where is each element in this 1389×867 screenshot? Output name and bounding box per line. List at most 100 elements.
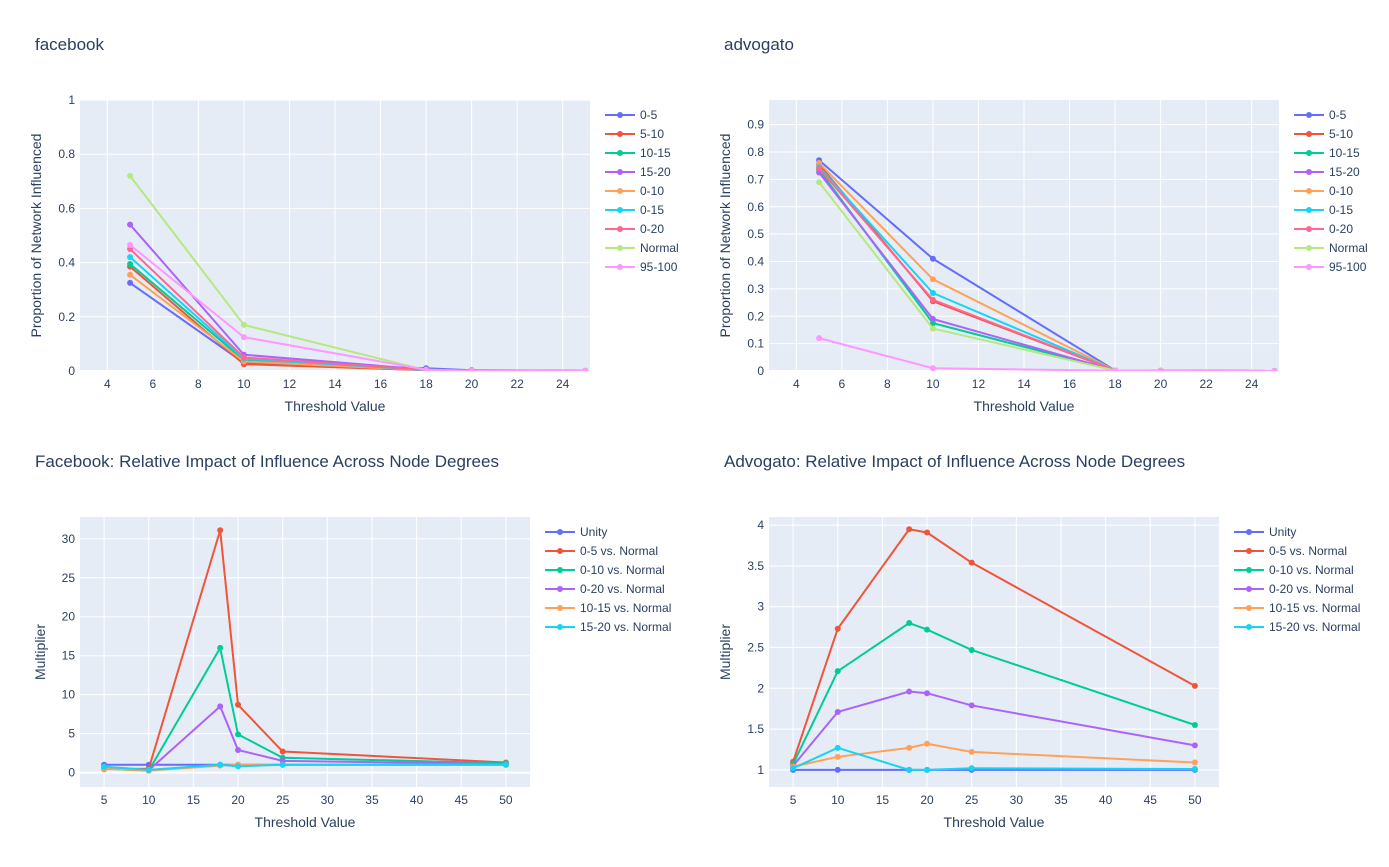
legend-item[interactable]: 0-10 <box>1294 184 1353 198</box>
legend-swatch-marker <box>557 567 563 573</box>
data-point <box>235 701 242 708</box>
data-point <box>929 276 936 283</box>
legend-item[interactable]: 15-20 vs. Normal <box>545 620 671 634</box>
x-tick-label: 22 <box>1199 377 1213 391</box>
x-axis-label: Threshold Value <box>285 398 386 414</box>
legend-item[interactable]: 10-15 vs. Normal <box>1234 601 1360 615</box>
legend-label: 0-5 vs. Normal <box>580 544 658 558</box>
y-tick-label: 15 <box>62 649 76 663</box>
y-tick-label: 5 <box>68 727 75 741</box>
y-tick-label: 0.6 <box>747 200 764 214</box>
data-point <box>968 702 975 709</box>
legend-item[interactable]: 15-20 <box>605 165 671 179</box>
data-point <box>1191 682 1198 689</box>
y-axis-ticks: 1 1.5 2 2.5 3 3.5 4 <box>747 518 764 777</box>
data-point <box>468 367 475 371</box>
y-tick-label: 2.5 <box>747 641 764 655</box>
legend-swatch-marker <box>1306 131 1312 137</box>
data-point <box>929 255 936 262</box>
x-tick-label: 8 <box>195 377 202 391</box>
series-group <box>127 172 589 371</box>
legend-item[interactable]: 0-5 <box>1294 108 1347 122</box>
series-group <box>816 157 1278 371</box>
x-tick-label: 12 <box>972 377 986 391</box>
legend-swatch-marker <box>1306 150 1312 156</box>
y-axis-label: Multiplier <box>32 624 48 680</box>
legend-item[interactable]: Unity <box>1234 525 1296 539</box>
legend-swatch-marker <box>1246 605 1252 611</box>
legend-item[interactable]: 0-20 <box>1294 222 1353 236</box>
plot-area <box>769 517 1219 787</box>
data-point <box>1271 368 1278 371</box>
data-point <box>217 703 224 710</box>
x-tick-label: 16 <box>1063 377 1077 391</box>
data-point <box>816 165 823 172</box>
y-tick-label: 0.3 <box>747 282 764 296</box>
legend-item[interactable]: 0-20 vs. Normal <box>545 582 665 596</box>
x-tick-label: 18 <box>1108 377 1122 391</box>
chart-title: Advogato: Relative Impact of Influence A… <box>724 452 1185 471</box>
y-tick-label: 3 <box>757 600 764 614</box>
legend-swatch-marker <box>1246 529 1252 535</box>
legend-item[interactable]: Unity <box>545 525 607 539</box>
chart-title: advogato <box>724 35 794 54</box>
legend-label: 95-100 <box>640 260 678 274</box>
data-point <box>240 321 247 328</box>
legend-item[interactable]: 0-10 vs. Normal <box>545 563 665 577</box>
legend-item[interactable]: 95-100 <box>1294 260 1367 274</box>
legend-item[interactable]: 95-100 <box>605 260 678 274</box>
legend-item[interactable]: Normal <box>605 241 679 255</box>
y-tick-label: 1 <box>68 93 75 107</box>
x-tick-label: 12 <box>283 377 297 391</box>
data-point <box>1157 368 1164 371</box>
legend-item[interactable]: Normal <box>1294 241 1368 255</box>
legend-label: 0-20 <box>640 222 664 236</box>
x-axis-ticks: 5 10 15 20 25 30 35 40 45 50 <box>101 793 513 807</box>
y-tick-label: 20 <box>62 610 76 624</box>
legend-item[interactable]: 10-15 vs. Normal <box>545 601 671 615</box>
y-axis-label: Proportion of Network Influenced <box>717 134 733 338</box>
legend-item[interactable]: 0-5 <box>605 108 658 122</box>
legend-item[interactable]: 0-20 <box>605 222 664 236</box>
data-point <box>929 365 936 371</box>
data-point <box>217 761 224 768</box>
gridlines <box>80 99 590 372</box>
y-tick-label: 0.6 <box>58 201 75 215</box>
legend-item[interactable]: 5-10 <box>1294 127 1353 141</box>
legend-swatch-marker <box>617 131 623 137</box>
legend-item[interactable]: 0-15 <box>1294 203 1353 217</box>
legend-label: 0-10 vs. Normal <box>580 563 665 577</box>
legend-item[interactable]: 15-20 <box>1294 165 1360 179</box>
x-tick-label: 5 <box>790 793 797 807</box>
data-point <box>924 740 931 747</box>
legend-label: 0-5 <box>640 108 658 122</box>
data-point <box>127 221 134 228</box>
legend-swatch-marker <box>1306 264 1312 270</box>
data-point <box>906 620 913 627</box>
legend-item[interactable]: 0-10 vs. Normal <box>1234 563 1354 577</box>
legend-label: 95-100 <box>1329 260 1367 274</box>
data-point <box>145 766 152 773</box>
legend-item[interactable]: 10-15 <box>1294 146 1360 160</box>
legend-label: Normal <box>1329 241 1368 255</box>
legend-label: Unity <box>1269 525 1296 539</box>
legend-item[interactable]: 15-20 vs. Normal <box>1234 620 1360 634</box>
legend-item[interactable]: 0-20 vs. Normal <box>1234 582 1354 596</box>
legend-item[interactable]: 0-15 <box>605 203 664 217</box>
x-axis-ticks: 5 10 15 20 25 30 35 40 45 50 <box>790 793 1202 807</box>
x-tick-label: 10 <box>237 377 251 391</box>
x-tick-label: 5 <box>101 793 108 807</box>
legend-item[interactable]: 10-15 <box>605 146 671 160</box>
legend-item[interactable]: 0-5 vs. Normal <box>545 544 658 558</box>
data-point <box>924 690 931 697</box>
legend-item[interactable]: 0-10 <box>605 184 664 198</box>
data-point <box>235 746 242 753</box>
legend-swatch-marker <box>617 226 623 232</box>
y-tick-label: 0.7 <box>747 172 764 186</box>
y-tick-label: 0.2 <box>747 309 764 323</box>
legend-item[interactable]: 0-5 vs. Normal <box>1234 544 1347 558</box>
legend-item[interactable]: 5-10 <box>605 127 664 141</box>
data-point <box>906 766 913 773</box>
legend-swatch-marker <box>617 207 623 213</box>
